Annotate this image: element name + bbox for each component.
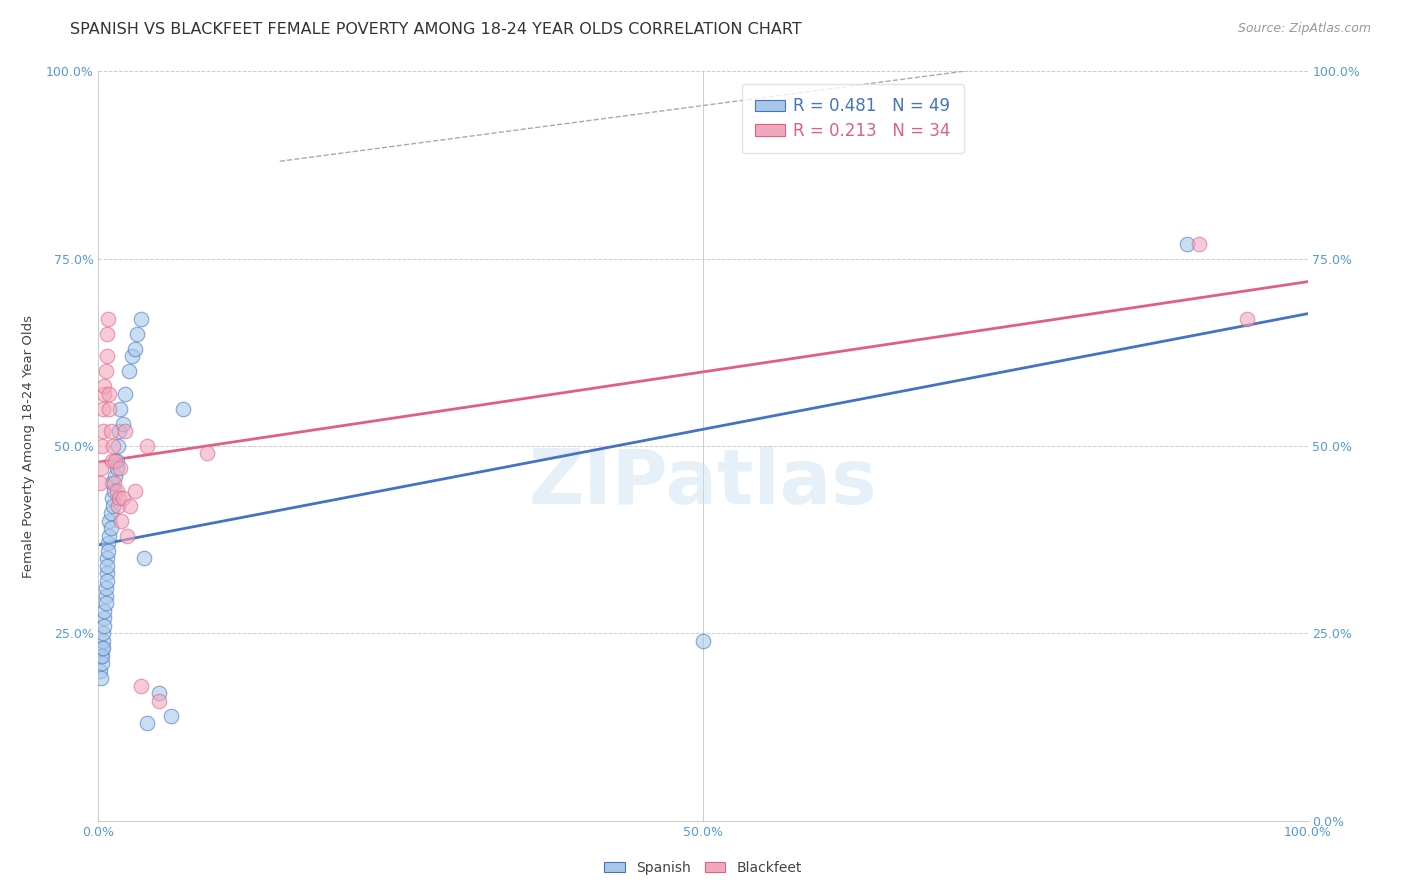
Point — [91, 657, 114, 671]
Point — [100, 454, 122, 468]
Point — [107, 439, 129, 453]
Point — [96, 551, 118, 566]
Point — [148, 694, 170, 708]
Point — [124, 342, 146, 356]
Point — [91, 626, 114, 640]
Point — [94, 589, 117, 603]
Point — [117, 529, 139, 543]
Point — [114, 424, 136, 438]
Point — [97, 536, 120, 550]
Point — [93, 604, 115, 618]
Point — [96, 574, 118, 588]
Point — [89, 476, 111, 491]
Point — [148, 686, 170, 700]
Point — [195, 446, 218, 460]
Point — [98, 529, 121, 543]
Text: ZIPatlas: ZIPatlas — [529, 447, 877, 520]
Point — [89, 664, 111, 678]
Point — [91, 633, 114, 648]
Point — [96, 349, 118, 363]
Point — [105, 454, 128, 468]
Y-axis label: Female Poverty Among 18-24 Year Olds: Female Poverty Among 18-24 Year Olds — [21, 315, 35, 577]
Point — [127, 326, 149, 341]
Point — [90, 671, 112, 685]
Point — [100, 507, 122, 521]
Point — [98, 514, 121, 528]
Point — [100, 521, 122, 535]
Point — [110, 514, 132, 528]
Point — [135, 439, 157, 453]
Point — [172, 401, 194, 416]
Point — [93, 611, 115, 625]
Point — [96, 566, 118, 581]
Point — [100, 476, 122, 491]
Point — [108, 424, 131, 438]
Point — [104, 469, 127, 483]
Point — [90, 648, 112, 663]
Point — [160, 708, 183, 723]
Point — [124, 483, 146, 498]
Point — [98, 401, 121, 416]
Point — [108, 461, 131, 475]
Point — [94, 582, 117, 596]
Point — [134, 551, 156, 566]
Point — [93, 379, 115, 393]
Point — [94, 596, 117, 610]
Point — [100, 491, 122, 506]
Point — [105, 461, 128, 475]
Point — [91, 641, 114, 656]
Point — [101, 499, 124, 513]
Point — [103, 483, 125, 498]
Point — [107, 499, 129, 513]
Point — [108, 491, 131, 506]
Point — [91, 401, 114, 416]
Point — [97, 544, 120, 558]
Point — [91, 641, 114, 656]
Point — [1236, 311, 1258, 326]
Point — [135, 716, 157, 731]
Point — [129, 679, 152, 693]
Point — [105, 483, 128, 498]
Text: Source: ZipAtlas.com: Source: ZipAtlas.com — [1237, 22, 1371, 36]
Point — [91, 648, 114, 663]
Point — [1175, 236, 1198, 251]
Point — [1188, 236, 1211, 251]
Point — [104, 454, 127, 468]
Point — [111, 417, 134, 431]
Point — [93, 619, 115, 633]
Point — [108, 401, 131, 416]
Point — [101, 439, 124, 453]
Text: SPANISH VS BLACKFEET FEMALE POVERTY AMONG 18-24 YEAR OLDS CORRELATION CHART: SPANISH VS BLACKFEET FEMALE POVERTY AMON… — [70, 22, 801, 37]
Point — [90, 461, 112, 475]
Point — [692, 633, 714, 648]
Point — [100, 424, 122, 438]
Point — [97, 311, 120, 326]
Point — [96, 326, 118, 341]
Point — [93, 386, 115, 401]
Point — [96, 558, 118, 573]
Point — [91, 439, 114, 453]
Point — [118, 499, 141, 513]
Point — [111, 491, 134, 506]
Legend: R = 0.481   N = 49, R = 0.213   N = 34: R = 0.481 N = 49, R = 0.213 N = 34 — [741, 84, 965, 153]
Legend: Spanish, Blackfeet: Spanish, Blackfeet — [599, 855, 807, 880]
Point — [121, 349, 143, 363]
Point — [98, 386, 121, 401]
Point — [114, 386, 136, 401]
Point — [94, 364, 117, 378]
Point — [129, 311, 152, 326]
Point — [91, 424, 114, 438]
Point — [103, 476, 125, 491]
Point — [118, 364, 141, 378]
